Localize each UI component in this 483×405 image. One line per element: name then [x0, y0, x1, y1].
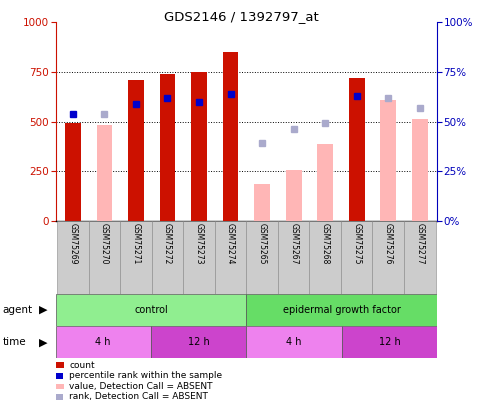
Bar [128, 80, 144, 221]
Text: agent: agent [2, 305, 32, 315]
Bar [89, 221, 120, 294]
Text: 4 h: 4 h [96, 337, 111, 347]
Bar [183, 221, 215, 294]
Bar [191, 72, 207, 221]
Text: GSM75272: GSM75272 [163, 223, 172, 264]
Bar [278, 221, 310, 294]
Bar [286, 170, 301, 221]
Text: 12 h: 12 h [188, 337, 210, 347]
Text: time: time [2, 337, 26, 347]
Text: percentile rank within the sample: percentile rank within the sample [69, 371, 222, 380]
Text: value, Detection Call = ABSENT: value, Detection Call = ABSENT [69, 382, 213, 391]
Text: ▶: ▶ [39, 305, 47, 315]
Text: GSM75277: GSM75277 [415, 223, 424, 264]
Text: GDS2146 / 1392797_at: GDS2146 / 1392797_at [164, 10, 319, 23]
Bar [342, 326, 437, 358]
Text: GSM75275: GSM75275 [352, 223, 361, 264]
Text: control: control [134, 305, 168, 315]
Bar [120, 221, 152, 294]
Text: GSM75276: GSM75276 [384, 223, 393, 264]
Bar [341, 221, 372, 294]
Bar [372, 221, 404, 294]
Bar [246, 221, 278, 294]
Bar [56, 326, 151, 358]
Text: GSM75271: GSM75271 [131, 223, 141, 264]
Bar [254, 184, 270, 221]
Bar [151, 326, 246, 358]
Text: 12 h: 12 h [379, 337, 400, 347]
Bar [380, 100, 396, 221]
Text: GSM75274: GSM75274 [226, 223, 235, 264]
Text: GSM75273: GSM75273 [195, 223, 203, 264]
Text: ▶: ▶ [39, 337, 47, 347]
Bar [65, 124, 81, 221]
Bar [317, 144, 333, 221]
Bar [152, 221, 183, 294]
Bar [57, 221, 89, 294]
Text: epidermal growth factor: epidermal growth factor [283, 305, 401, 315]
Text: GSM75270: GSM75270 [100, 223, 109, 264]
Text: 4 h: 4 h [286, 337, 302, 347]
Bar [223, 52, 239, 221]
Bar [246, 294, 437, 326]
Bar [97, 126, 113, 221]
Text: rank, Detection Call = ABSENT: rank, Detection Call = ABSENT [69, 392, 208, 401]
Bar [404, 221, 436, 294]
Text: GSM75269: GSM75269 [69, 223, 77, 264]
Text: GSM75265: GSM75265 [257, 223, 267, 264]
Bar [310, 221, 341, 294]
Bar [56, 294, 246, 326]
Text: GSM75267: GSM75267 [289, 223, 298, 264]
Bar [159, 74, 175, 221]
Text: count: count [69, 361, 95, 370]
Bar [246, 326, 342, 358]
Bar [349, 78, 365, 221]
Bar [412, 119, 427, 221]
Bar [215, 221, 246, 294]
Text: GSM75268: GSM75268 [321, 223, 330, 264]
